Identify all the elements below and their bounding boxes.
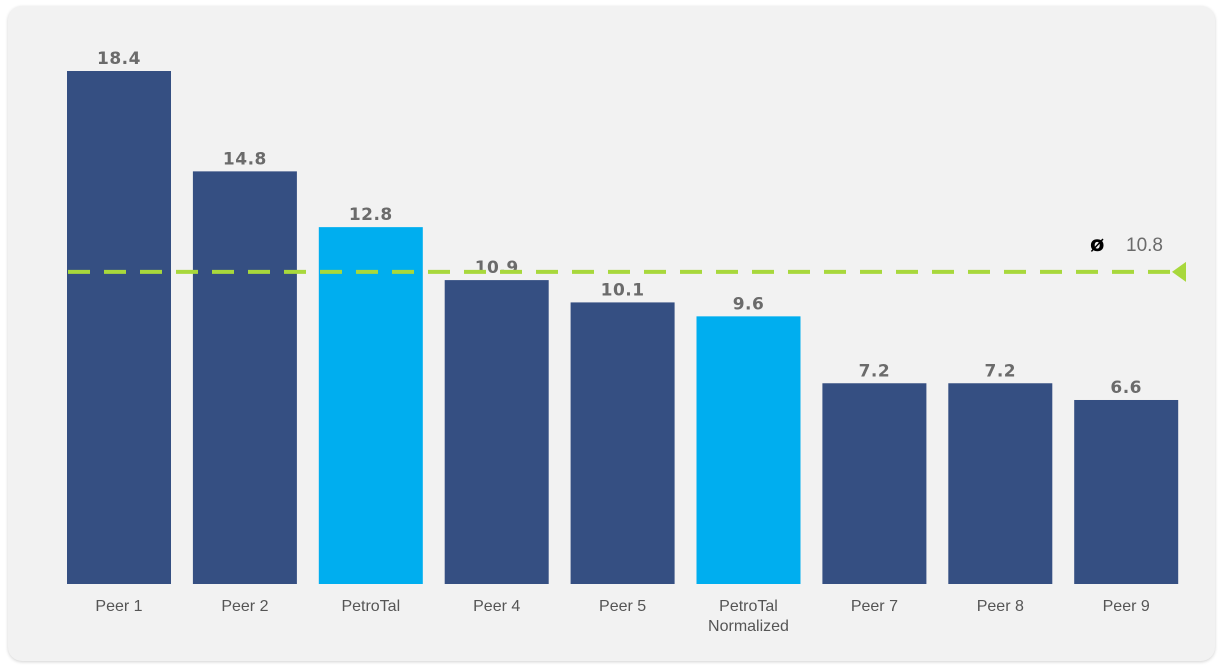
category-label: Peer 2 — [221, 598, 268, 615]
bar-peer-4 — [444, 280, 549, 584]
category-labels-group: Peer 1 Peer 2 PetroTal Peer 4 Peer 5 PetroTal… — [95, 598, 1149, 635]
value-label: 10.1 — [601, 280, 645, 300]
category-label: PetroTal — [341, 598, 400, 615]
category-label: Peer 5 — [599, 598, 646, 615]
bars-group — [67, 71, 1179, 584]
bar-peer-9 — [1074, 399, 1179, 584]
category-label: Peer 7 — [851, 598, 898, 615]
value-labels-group: 18.4 14.8 12.8 10.9 10.1 9.6 7.2 7.2 6.6 — [97, 49, 1142, 398]
average-symbol: ø — [1090, 232, 1104, 256]
value-label: 9.6 — [733, 294, 765, 314]
bar-peer-8 — [948, 383, 1053, 584]
bar-peer-1 — [67, 71, 171, 584]
category-label: Peer 9 — [1103, 598, 1150, 615]
average-line-group: ø 10.8 — [68, 232, 1186, 282]
category-label: Peer 1 — [95, 598, 142, 615]
bar-peer-7 — [822, 383, 927, 584]
bar-petrotal-normalized — [696, 316, 801, 584]
bar-peer-5 — [570, 302, 675, 584]
value-label: 7.2 — [859, 361, 891, 381]
value-label: 12.8 — [349, 205, 393, 225]
value-label: 6.6 — [1110, 378, 1142, 398]
value-label: 14.8 — [223, 149, 267, 169]
value-label: 10.9 — [475, 258, 519, 278]
bar-peer-2 — [192, 171, 297, 584]
average-marker-icon — [1172, 261, 1186, 282]
category-label: Peer 8 — [977, 598, 1024, 615]
category-label: PetroTal Normalized — [708, 598, 789, 635]
bar-petrotal — [318, 227, 423, 584]
value-label: 18.4 — [97, 49, 141, 69]
average-value-label: 10.8 — [1126, 235, 1163, 256]
value-label: 7.2 — [984, 361, 1016, 381]
category-label: Peer 4 — [473, 598, 520, 615]
